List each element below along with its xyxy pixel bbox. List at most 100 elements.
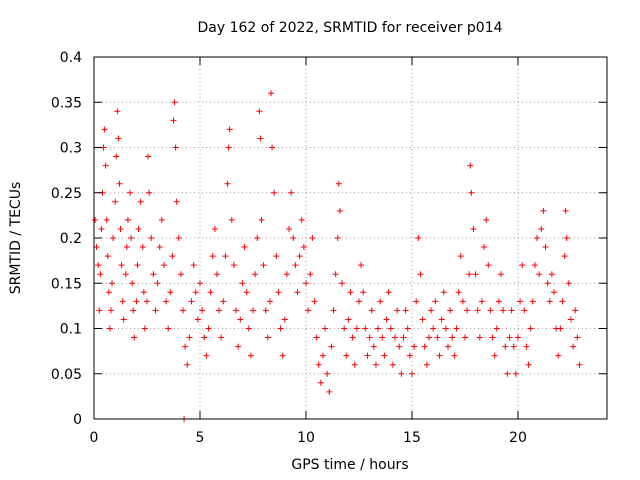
data-point — [283, 271, 290, 278]
data-point — [158, 216, 165, 223]
x-tick-label: 10 — [297, 430, 315, 446]
data-point — [487, 307, 494, 314]
data-point — [260, 262, 267, 269]
data-point — [129, 280, 136, 287]
data-point — [423, 361, 430, 368]
data-point — [128, 235, 135, 241]
data-point — [322, 325, 329, 332]
data-point — [95, 262, 102, 269]
data-point — [107, 307, 114, 314]
data-point — [483, 216, 490, 223]
data-point — [415, 235, 422, 241]
data-point — [192, 289, 199, 296]
data-point — [222, 253, 229, 260]
data-point — [143, 298, 150, 305]
data-point — [461, 334, 468, 341]
data-point — [512, 370, 519, 377]
data-point — [127, 189, 134, 196]
data-point — [470, 225, 477, 232]
data-point — [196, 280, 203, 287]
data-point — [110, 235, 117, 241]
data-point — [523, 343, 530, 350]
data-point — [252, 271, 259, 278]
data-point — [123, 244, 130, 251]
data-point — [184, 361, 191, 368]
data-point — [576, 361, 583, 368]
data-point — [182, 343, 189, 350]
data-point — [175, 235, 182, 241]
data-point — [565, 280, 572, 287]
data-point — [467, 162, 474, 169]
x-axis-label: GPS time / hours — [291, 457, 408, 473]
data-point — [152, 307, 159, 314]
data-point — [139, 244, 146, 251]
data-point — [112, 198, 119, 205]
data-point — [150, 271, 157, 278]
data-point — [534, 235, 541, 241]
y-axis-label: SRMTID / TECUs — [8, 182, 24, 295]
data-point — [101, 126, 108, 133]
data-point — [466, 271, 473, 278]
data-point — [343, 352, 350, 359]
data-point — [445, 343, 452, 350]
y-axis: 0 0.05 0.1 0.15 0.2 0.25 0.3 0.35 0.4 — [51, 50, 607, 428]
data-point — [140, 289, 147, 296]
data-point — [379, 334, 386, 341]
data-point — [117, 225, 124, 232]
data-point — [190, 262, 197, 269]
data-point — [421, 343, 428, 350]
data-point — [209, 253, 216, 260]
data-point — [288, 189, 295, 196]
data-point — [258, 216, 265, 223]
data-point — [269, 144, 276, 151]
data-point — [351, 361, 358, 368]
data-point — [561, 253, 568, 260]
data-point — [529, 298, 536, 305]
data-point — [156, 244, 163, 251]
data-point — [368, 307, 375, 314]
data-point — [113, 153, 120, 160]
data-point — [447, 307, 454, 314]
data-point — [572, 307, 579, 314]
data-point — [105, 289, 112, 296]
data-point — [438, 316, 445, 323]
data-point — [148, 235, 155, 241]
data-point — [326, 388, 333, 395]
data-point — [432, 298, 439, 305]
data-point — [241, 244, 248, 251]
data-point — [517, 298, 524, 305]
data-point — [413, 298, 420, 305]
data-point — [514, 334, 521, 341]
y-tick-label: 0.05 — [51, 367, 82, 383]
data-point — [313, 334, 320, 341]
data-point — [349, 334, 356, 341]
data-point — [474, 307, 481, 314]
data-point — [264, 334, 271, 341]
data-point — [302, 280, 309, 287]
data-point — [233, 307, 240, 314]
data-point — [406, 352, 413, 359]
data-point — [254, 235, 261, 241]
data-point — [531, 262, 538, 269]
data-point — [385, 289, 392, 296]
data-point — [570, 343, 577, 350]
data-point — [114, 108, 121, 115]
data-point — [311, 298, 318, 305]
data-point — [305, 307, 312, 314]
data-point — [481, 244, 488, 251]
data-point — [133, 298, 140, 305]
data-point — [275, 289, 282, 296]
data-point — [540, 207, 547, 214]
data-point — [472, 271, 479, 278]
data-point — [339, 280, 346, 287]
data-point — [220, 298, 227, 305]
data-point — [228, 216, 235, 223]
data-point — [118, 262, 125, 269]
data-point — [171, 99, 178, 106]
data-point — [521, 307, 528, 314]
data-point — [411, 343, 418, 350]
data-point — [226, 126, 233, 133]
data-point — [170, 117, 177, 124]
data-point — [370, 343, 377, 350]
data-point — [92, 216, 99, 223]
